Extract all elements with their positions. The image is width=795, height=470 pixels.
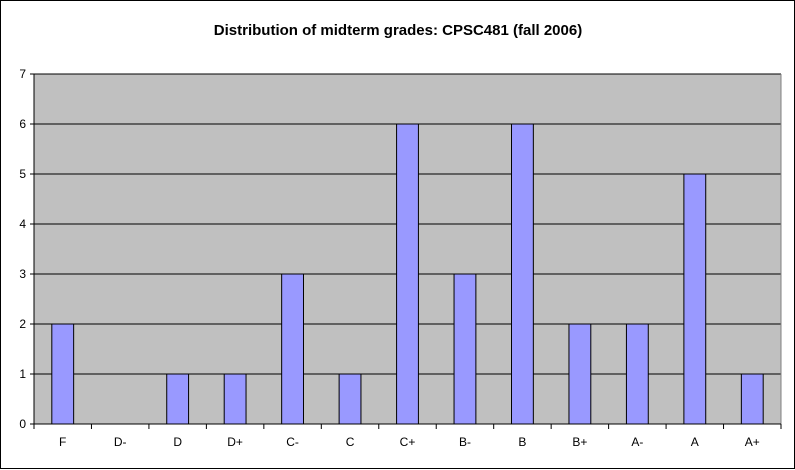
y-tick-label: 7 [19,67,26,81]
y-tick-label: 5 [19,167,26,181]
y-tick-label: 2 [19,317,26,331]
x-tick-labels: F D- D D+ C- C C+ B- B B+ A- A A+ [59,435,760,449]
x-tick-label: A [691,435,699,449]
y-tick-label: 6 [19,117,26,131]
x-tick-label: A+ [745,435,760,449]
y-tick-label: 1 [19,367,26,381]
y-tick-label: 4 [19,217,26,231]
x-tick-label: B+ [572,435,587,449]
x-tick-label: B- [459,435,471,449]
x-tick-label: D+ [227,435,243,449]
x-tick-label: C [346,435,355,449]
x-tick-label: D- [114,435,127,449]
bars [51,123,764,425]
bar-B+ [568,323,592,425]
bar-C- [281,273,304,425]
axes [30,73,782,429]
y-tick-label: 0 [19,417,26,431]
y-tick-label: 3 [19,267,26,281]
bar-F [51,323,75,425]
x-tick-label: D [173,435,182,449]
bar-A [683,173,707,425]
bar-B [511,123,534,425]
bar-C [338,373,362,425]
x-tick-label: B [518,435,526,449]
bar-D [166,373,190,425]
x-tick-label: C- [286,435,299,449]
x-tick-label: F [59,435,66,449]
bar-C+ [396,123,419,425]
bar-B- [453,273,477,425]
chart-title: Distribution of midterm grades: CPSC481 … [214,22,582,39]
bar-D+ [223,373,247,425]
x-tick-label: C+ [400,435,416,449]
bar-A- [625,323,649,425]
y-tick-labels: 0 1 2 3 4 5 6 7 [19,67,26,431]
x-tick-label: A- [631,435,643,449]
bar-A+ [740,373,764,425]
